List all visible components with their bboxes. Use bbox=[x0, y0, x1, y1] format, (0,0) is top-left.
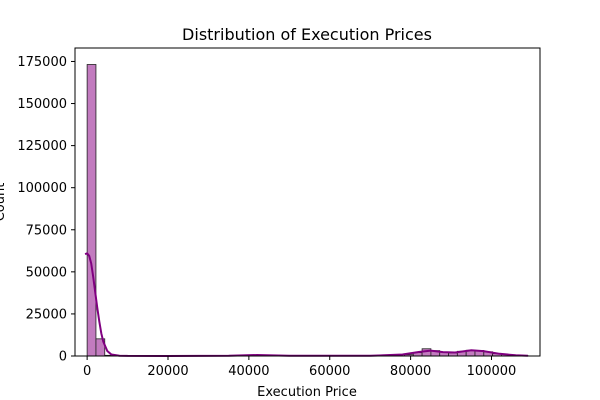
y-axis: 0 25000 50000 75000 100000 125000 150000 175000 bbox=[17, 55, 75, 365]
x-tick-label: 100000 bbox=[467, 364, 517, 379]
y-axis-label: Count bbox=[0, 183, 8, 222]
y-tick-label: 125000 bbox=[17, 139, 67, 154]
x-tick-label: 0 bbox=[83, 364, 91, 379]
kde-line bbox=[84, 252, 528, 358]
x-axis: 0 20000 40000 60000 80000 100000 bbox=[83, 356, 516, 379]
y-tick-label: 100000 bbox=[17, 181, 67, 196]
x-tick-label: 40000 bbox=[228, 364, 269, 379]
chart-title: Distribution of Execution Prices bbox=[182, 25, 432, 44]
y-tick-label: 150000 bbox=[17, 97, 67, 112]
x-tick-label: 80000 bbox=[390, 364, 431, 379]
x-tick-label: 60000 bbox=[309, 364, 350, 379]
y-tick-label: 0 bbox=[59, 350, 67, 365]
histogram-bars bbox=[86, 64, 529, 357]
y-tick-label: 175000 bbox=[17, 55, 67, 70]
y-tick-label: 50000 bbox=[26, 265, 67, 280]
kde-curve-group bbox=[84, 252, 528, 358]
plot-frame bbox=[74, 47, 541, 357]
y-tick-label: 75000 bbox=[26, 223, 67, 238]
y-tick-label: 25000 bbox=[26, 307, 67, 322]
x-tick-label: 20000 bbox=[147, 364, 188, 379]
histogram-bar bbox=[86, 64, 97, 357]
x-axis-label: Execution Price bbox=[257, 385, 357, 400]
